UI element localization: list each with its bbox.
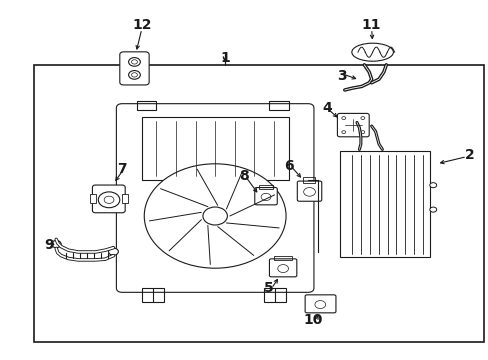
FancyBboxPatch shape <box>254 188 277 205</box>
Bar <box>268 101 288 110</box>
Bar <box>274 256 291 260</box>
Circle shape <box>429 207 436 212</box>
Circle shape <box>341 131 345 134</box>
Text: 8: 8 <box>239 170 249 183</box>
Circle shape <box>429 183 436 188</box>
Circle shape <box>128 71 140 79</box>
Text: 3: 3 <box>337 69 346 82</box>
Bar <box>34 65 483 342</box>
Bar <box>142 288 163 302</box>
Circle shape <box>131 73 137 77</box>
Circle shape <box>341 117 345 120</box>
Circle shape <box>51 240 61 248</box>
Circle shape <box>203 207 227 225</box>
FancyBboxPatch shape <box>305 295 335 313</box>
Bar <box>264 288 285 302</box>
Text: 9: 9 <box>44 238 54 252</box>
FancyBboxPatch shape <box>297 181 321 201</box>
FancyBboxPatch shape <box>116 104 313 292</box>
Circle shape <box>314 301 325 309</box>
Circle shape <box>128 58 140 66</box>
Bar <box>142 117 288 180</box>
Bar <box>259 185 272 189</box>
FancyBboxPatch shape <box>269 259 296 277</box>
Text: 10: 10 <box>303 314 322 327</box>
Bar <box>90 194 96 203</box>
Circle shape <box>277 265 288 273</box>
Bar <box>303 177 315 183</box>
Circle shape <box>98 192 120 208</box>
Bar <box>339 151 429 257</box>
Circle shape <box>104 196 114 203</box>
Text: 7: 7 <box>117 162 127 176</box>
Text: 12: 12 <box>132 18 151 32</box>
Circle shape <box>131 60 137 64</box>
Ellipse shape <box>351 43 392 61</box>
Circle shape <box>360 117 364 120</box>
FancyBboxPatch shape <box>92 185 125 213</box>
Circle shape <box>108 248 118 255</box>
Bar <box>122 194 128 203</box>
Text: 6: 6 <box>283 159 293 172</box>
FancyBboxPatch shape <box>120 52 149 85</box>
Circle shape <box>261 193 270 201</box>
Circle shape <box>303 188 315 196</box>
Text: 4: 4 <box>322 101 332 115</box>
Text: 2: 2 <box>464 148 473 162</box>
Text: 1: 1 <box>220 51 229 64</box>
Text: 5: 5 <box>264 281 273 295</box>
FancyBboxPatch shape <box>337 113 368 137</box>
Circle shape <box>360 131 364 134</box>
Text: 11: 11 <box>361 18 381 32</box>
Circle shape <box>144 164 285 268</box>
Bar <box>137 101 156 110</box>
